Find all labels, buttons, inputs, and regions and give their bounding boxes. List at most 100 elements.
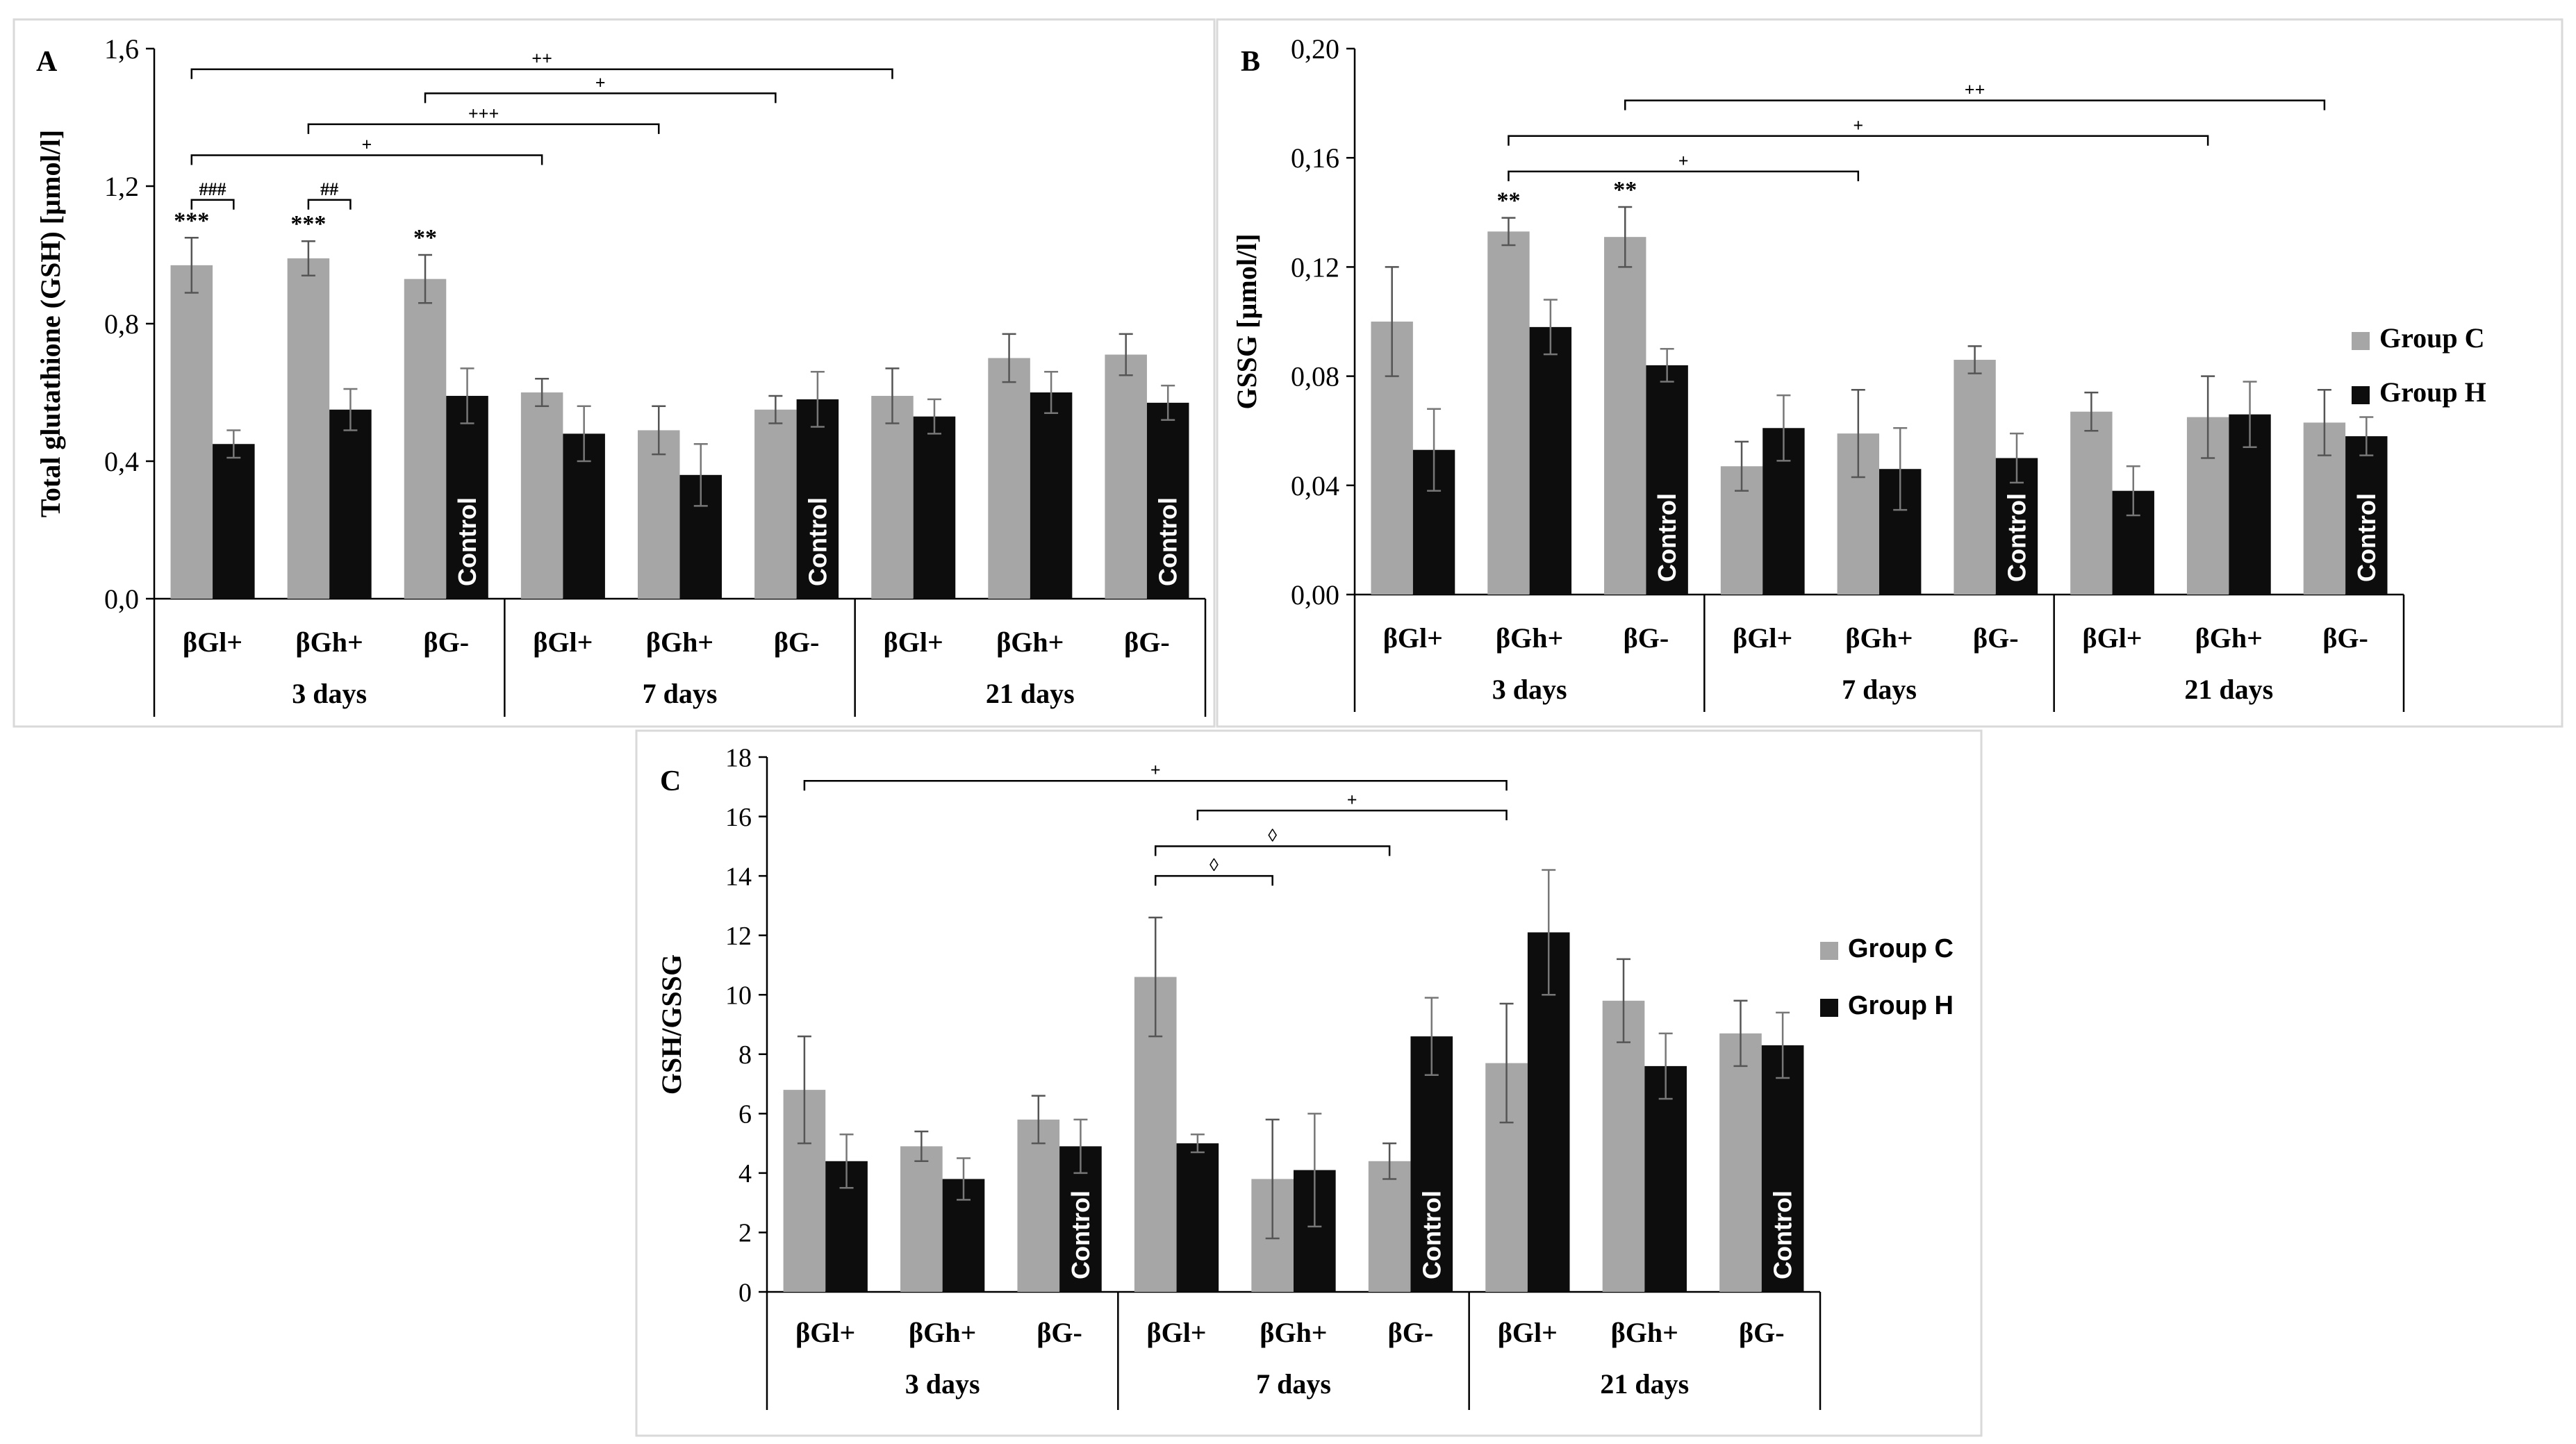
panel-b-bar-group-h bbox=[2345, 436, 2388, 595]
panel-c-category-label: βGl+ bbox=[1498, 1317, 1558, 1348]
panel-b-legend-swatch bbox=[2352, 386, 2370, 404]
panel-a-category-label: βGl+ bbox=[183, 626, 242, 658]
panel-b-category-label: βGl+ bbox=[1383, 622, 1443, 654]
panel-a-comparison-bracket bbox=[190, 154, 543, 165]
panel-c-label: C bbox=[660, 765, 681, 797]
panel-a-bar-group-h bbox=[1146, 402, 1189, 599]
panel-b-y-tick-label: 0,16 bbox=[1291, 142, 1339, 174]
panel-c-comparison-bracket bbox=[1154, 845, 1391, 856]
panel-c-bar-group-h bbox=[1761, 1045, 1804, 1292]
panel-c-y-axis-label: GSH/GSSG bbox=[656, 954, 687, 1095]
panel-c-control-label: Control bbox=[1769, 1190, 1797, 1279]
panel-b-control-label: Control bbox=[2352, 493, 2381, 582]
panel-a-category-label: βGl+ bbox=[884, 626, 943, 658]
panel-b-group-label: 21 days bbox=[2184, 674, 2273, 705]
panel-c-legend-label: Group C bbox=[1848, 934, 1954, 963]
panel-c-y-tick-label: 8 bbox=[738, 1040, 752, 1070]
panel-a-group-label: 21 days bbox=[986, 678, 1075, 709]
panel-a-bracket-label: ### bbox=[199, 179, 226, 199]
panel-c-category-label: βG- bbox=[1037, 1317, 1082, 1348]
panel-b-y-axis-label: GSSG [µmol/l] bbox=[1231, 233, 1262, 409]
panel-c-group-label: 7 days bbox=[1256, 1368, 1331, 1400]
panel-a-category-label: βGl+ bbox=[533, 626, 593, 658]
panel-c-legend-swatch bbox=[1820, 999, 1838, 1017]
panel-c-legend-label: Group H bbox=[1848, 991, 1954, 1020]
panel-a-significance-stars: *** bbox=[174, 208, 209, 233]
panel-a-bar-group-c bbox=[754, 409, 797, 599]
panel-a-y-tick-label: 0,8 bbox=[104, 308, 139, 340]
panel-b-comparison-bracket bbox=[1624, 99, 2326, 110]
panel-b-category-label: βGl+ bbox=[1733, 622, 1792, 654]
panel-a-bracket-label: +++ bbox=[468, 103, 499, 124]
panel-a-y-tick-label: 1,6 bbox=[104, 33, 139, 65]
panel-a-group-label: 7 days bbox=[643, 678, 718, 709]
panel-a-comparison-bracket bbox=[190, 68, 893, 79]
panel-b-bracket-label: ++ bbox=[1965, 80, 1985, 100]
panel-a-bar-group-c bbox=[988, 358, 1030, 599]
panel-a-significance-stars: *** bbox=[290, 211, 326, 237]
panel-a-bar-group-c bbox=[637, 430, 680, 599]
panel-b-category-label: βGh+ bbox=[1845, 622, 1913, 654]
panel-a-bar-group-c bbox=[1105, 354, 1147, 599]
panel-b-y-tick-label: 0,20 bbox=[1291, 33, 1339, 65]
panel-b-legend-label: Group H bbox=[2379, 376, 2486, 408]
panel-a-category-label: βG- bbox=[774, 626, 820, 658]
panel-c-category-label: βGl+ bbox=[1147, 1317, 1207, 1348]
panel-c-group-label: 3 days bbox=[905, 1368, 980, 1400]
panel-b-bar-group-c bbox=[1487, 231, 1530, 595]
panel-c-bar-group-c bbox=[1719, 1033, 1762, 1292]
panel-c-bar-group-c bbox=[1602, 1000, 1645, 1292]
panel-a-category-label: βGh+ bbox=[996, 626, 1064, 658]
panel-c-border bbox=[635, 729, 1983, 1437]
panel-c-category-label: βGh+ bbox=[1611, 1317, 1678, 1348]
panel-c-y-tick-label: 6 bbox=[738, 1100, 752, 1129]
panel-b-y-tick-label: 0,04 bbox=[1291, 470, 1339, 501]
panel-a-bar-group-h bbox=[913, 416, 956, 599]
panel-c-bar-group-c bbox=[900, 1146, 943, 1292]
panel-b-category-label: βG- bbox=[1973, 622, 2019, 654]
panel-a-comparison-bracket bbox=[190, 199, 235, 210]
panel-b-significance-stars: ** bbox=[1613, 177, 1637, 203]
panel-c-control-label: Control bbox=[1066, 1190, 1095, 1279]
panel-b-legend-swatch bbox=[2352, 332, 2370, 350]
panel-a-group-label: 3 days bbox=[292, 678, 367, 709]
panel-a-bracket-label: + bbox=[595, 72, 606, 92]
panel-a-bracket-label: + bbox=[362, 134, 372, 154]
panel-a-y-tick-label: 0,4 bbox=[104, 446, 139, 477]
panel-a-control-label: Control bbox=[803, 497, 832, 586]
panel-a-comparison-bracket bbox=[424, 92, 777, 103]
panel-c-bracket-label: + bbox=[1150, 760, 1161, 780]
panel-c-y-tick-label: 14 bbox=[725, 862, 752, 891]
panel-a-border bbox=[13, 18, 1216, 728]
panel-b-group-label: 7 days bbox=[1842, 674, 1917, 705]
panel-b-category-label: βG- bbox=[2322, 622, 2368, 654]
panel-b-category-label: βGl+ bbox=[2083, 622, 2142, 654]
panel-c-category-label: βGl+ bbox=[795, 1317, 855, 1348]
panel-a-bar-group-c bbox=[170, 265, 213, 599]
panel-b-y-tick-label: 0,00 bbox=[1291, 579, 1339, 611]
panel-b-group-label: 3 days bbox=[1492, 674, 1567, 705]
panel-b-bar-group-c bbox=[1954, 360, 1996, 595]
panel-a-y-axis-label: Total glutathione (GSH) [µmol/l] bbox=[35, 130, 66, 517]
panel-b-y-tick-label: 0,08 bbox=[1291, 361, 1339, 392]
panel-a-bar-group-h bbox=[446, 395, 488, 599]
panel-a-control-label: Control bbox=[453, 497, 481, 586]
panel-b-bar-group-h bbox=[1529, 326, 1572, 595]
panel-a-bar-group-h bbox=[1030, 392, 1073, 599]
panel-a-y-tick-label: 0,0 bbox=[104, 583, 139, 615]
panel-c-y-tick-label: 4 bbox=[738, 1159, 752, 1188]
panel-c-y-tick-label: 10 bbox=[725, 981, 752, 1011]
panel-a-control-label: Control bbox=[1154, 497, 1182, 586]
panel-a-bar-group-c bbox=[520, 392, 563, 599]
panel-c-category-label: βG- bbox=[1739, 1317, 1785, 1348]
panel-b-bar-group-c bbox=[1604, 237, 1646, 595]
panel-a-comparison-bracket bbox=[307, 199, 352, 210]
panel-b-label: B bbox=[1241, 46, 1260, 78]
panel-c-y-tick-label: 0 bbox=[738, 1278, 752, 1307]
panel-c-bar-group-h bbox=[1410, 1036, 1453, 1292]
panel-c-bracket-label: ◊ bbox=[1268, 825, 1277, 845]
panel-c-y-tick-label: 16 bbox=[725, 803, 752, 832]
panel-b-significance-stars: ** bbox=[1496, 188, 1520, 214]
panel-c-chart: 0 2 4 6 8 10 12 14 16 18 GSH/GSSG Control Control Con… bbox=[656, 743, 1954, 1410]
panel-b-bracket-label: + bbox=[1678, 151, 1689, 171]
